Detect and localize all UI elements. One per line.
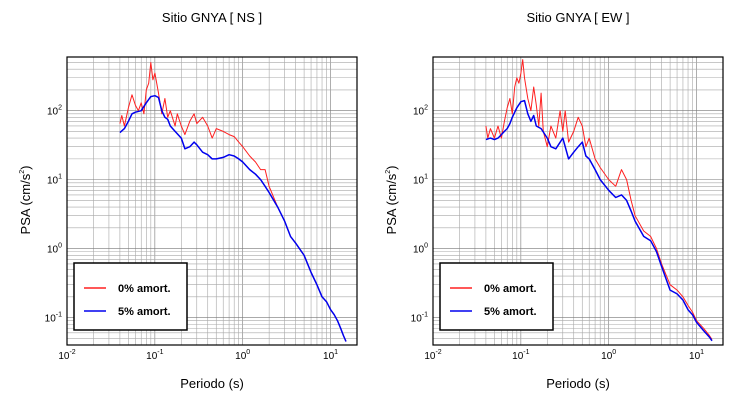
y-tick-label: 100 [47,243,62,256]
y-axis-label: PSA (cm/s2) [384,166,399,235]
series-layer [485,59,713,342]
legend-label-1: 5% amort. [484,306,537,318]
plot-frame [66,56,358,346]
tick-labels: 10-2 10-1 100 101 10-1 100 101 102 [45,105,339,362]
series-line-1 [485,99,713,342]
x-tick-label: 10-1 [512,349,529,362]
x-tick-label: 10-1 [146,349,163,362]
chart-panel-ew: Sitio GNYA [ EW ] Periodo (s) PSA (cm/s2… [384,10,724,391]
chart-title: Sitio GNYA [ EW ] [526,10,629,25]
x-tick-label: 101 [323,349,338,362]
chart-title: Sitio GNYA [ NS ] [162,10,262,25]
legend-label-1: 5% amort. [118,306,171,318]
legend-box [439,262,554,331]
chart-panel-ns: Sitio GNYA [ NS ] Periodo (s) PSA (cm/s2… [18,10,358,391]
series-layer [119,62,347,342]
x-tick-label: 100 [601,349,616,362]
y-axis-label: PSA (cm/s2) [18,166,33,235]
y-tick-label: 102 [413,105,428,118]
y-tick-label: 10-1 [411,312,428,325]
y-tick-label: 100 [413,243,428,256]
y-tick-label: 101 [47,174,62,187]
legend-label-0: 0% amort. [118,283,171,295]
x-axis-label: Periodo (s) [180,376,244,391]
y-tick-label: 10-1 [45,312,62,325]
y-tick-label: 102 [47,105,62,118]
x-tick-label: 100 [235,349,250,362]
tick-labels: 10-2 10-1 100 101 10-1 100 101 102 [411,105,705,362]
y-tick-label: 101 [413,174,428,187]
x-tick-label: 10-2 [58,349,75,362]
legend: 0% amort. 5% amort. [73,262,188,331]
series-line-1 [119,94,347,342]
x-axis-label: Periodo (s) [546,376,610,391]
series-line-0 [485,59,713,340]
x-tick-label: 10-2 [424,349,441,362]
legend-label-0: 0% amort. [484,283,537,295]
legend-box [73,262,188,331]
legend: 0% amort. 5% amort. [439,262,554,331]
x-tick-label: 101 [689,349,704,362]
plot-frame [432,56,724,346]
